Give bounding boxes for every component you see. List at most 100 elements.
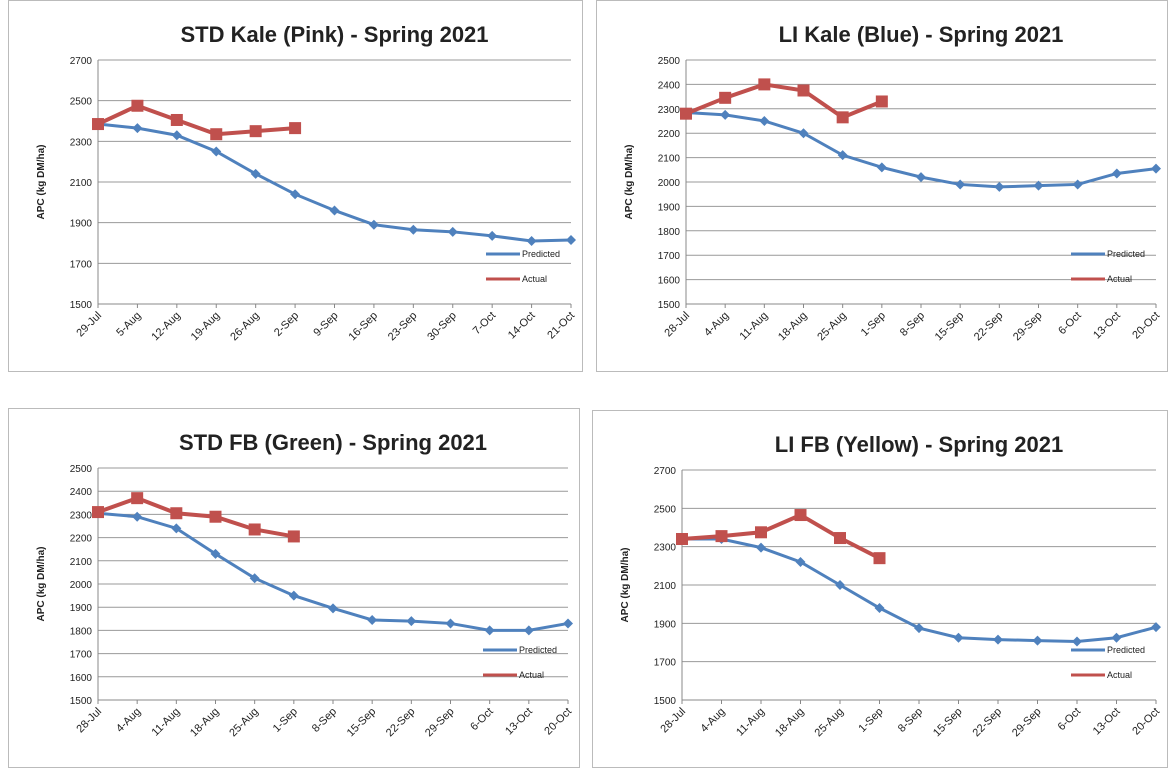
point-marker: [289, 122, 302, 135]
point-marker: [715, 530, 728, 543]
point-marker: [210, 128, 223, 141]
legend-label: Actual: [519, 670, 544, 680]
y-tick-label: 1500: [70, 300, 93, 311]
point-marker: [834, 532, 846, 545]
y-tick-label: 1600: [658, 276, 681, 287]
point-marker: [680, 107, 692, 120]
point-marker: [406, 616, 417, 627]
point-marker: [836, 111, 849, 124]
y-tick-label: 1900: [70, 219, 93, 230]
point-marker: [874, 603, 885, 613]
point-marker: [719, 91, 732, 104]
point-marker: [171, 523, 182, 534]
point-marker: [1151, 163, 1161, 174]
legend-label: Predicted: [1107, 249, 1145, 259]
point-marker: [131, 99, 144, 112]
point-marker: [916, 172, 926, 183]
y-tick-label: 1700: [70, 259, 93, 270]
point-marker: [876, 162, 887, 173]
point-marker: [248, 523, 261, 536]
y-tick-label: 2300: [70, 137, 93, 148]
point-marker: [756, 542, 766, 553]
y-tick-label: 2000: [658, 178, 681, 189]
y-tick-label: 2400: [658, 80, 681, 91]
chart-panel: STD Kale (Pink) - Spring 2021 APC (kg DM/…: [8, 0, 583, 372]
point-marker: [1033, 180, 1044, 191]
point-marker: [132, 511, 143, 522]
legend-label: Actual: [1107, 274, 1132, 284]
chart-title: LI Kale (Blue) - Spring 2021: [779, 22, 1064, 47]
point-marker: [526, 235, 537, 246]
y-tick-label: 2300: [654, 543, 677, 554]
point-marker: [131, 492, 144, 505]
y-axis-label: APC (kg DM/ha): [36, 547, 47, 622]
series-line: [97, 103, 296, 137]
point-marker: [523, 625, 534, 636]
point-marker: [914, 623, 924, 634]
point-marker: [563, 618, 573, 629]
point-marker: [249, 573, 260, 584]
chart-panel: STD FB (Green) - Spring 2021 APC (kg DM/h…: [8, 408, 580, 768]
point-marker: [445, 618, 456, 629]
y-tick-label: 2400: [70, 487, 93, 498]
chart-panel: LI FB (Yellow) - Spring 2021 APC (kg DM/h…: [592, 410, 1168, 768]
point-marker: [290, 189, 301, 200]
y-tick-label: 2300: [70, 510, 93, 521]
legend-label: Predicted: [519, 645, 557, 655]
point-marker: [171, 130, 182, 141]
point-marker: [953, 632, 964, 643]
y-tick-label: 1800: [70, 626, 93, 637]
y-tick-label: 2500: [70, 97, 93, 108]
point-marker: [1072, 636, 1082, 647]
point-marker: [249, 125, 262, 138]
point-marker: [758, 78, 771, 91]
point-marker: [288, 590, 299, 601]
legend-label: Actual: [1107, 670, 1132, 680]
point-marker: [795, 557, 806, 567]
y-tick-label: 2000: [70, 580, 93, 591]
y-axis-label: APC (kg DM/ha): [624, 145, 635, 220]
chart-title: STD Kale (Pink) - Spring 2021: [180, 22, 488, 47]
y-tick-label: 2100: [70, 178, 93, 189]
y-tick-label: 2500: [70, 464, 93, 475]
point-marker: [1111, 632, 1122, 643]
y-tick-label: 1700: [654, 658, 677, 669]
point-marker: [1151, 622, 1161, 633]
y-axis-label: APC (kg DM/ha): [620, 548, 631, 623]
point-marker: [993, 634, 1003, 645]
y-tick-label: 2500: [654, 504, 677, 515]
y-tick-label: 1900: [70, 603, 93, 614]
point-marker: [132, 123, 143, 134]
point-marker: [837, 150, 848, 161]
point-marker: [209, 510, 222, 523]
y-axis-label: APC (kg DM/ha): [36, 145, 47, 220]
y-tick-label: 1500: [658, 300, 681, 311]
y-tick-label: 2700: [654, 466, 677, 477]
point-marker: [329, 205, 340, 216]
point-marker: [367, 614, 378, 625]
point-marker: [759, 116, 770, 126]
y-tick-label: 2100: [654, 581, 677, 592]
point-marker: [328, 603, 338, 614]
point-marker: [566, 234, 576, 245]
chart-panel: LI Kale (Blue) - Spring 2021 APC (kg DM/h…: [596, 0, 1168, 372]
y-tick-label: 1900: [654, 619, 677, 630]
y-tick-label: 1800: [658, 227, 681, 238]
point-marker: [368, 219, 379, 230]
point-marker: [797, 84, 810, 97]
y-tick-label: 2300: [658, 105, 681, 116]
point-marker: [875, 95, 888, 108]
series-line: [681, 512, 881, 560]
point-marker: [211, 146, 222, 157]
legend-label: Predicted: [1107, 645, 1145, 655]
point-marker: [447, 226, 458, 237]
y-tick-label: 1700: [658, 251, 681, 262]
point-marker: [676, 533, 688, 545]
point-marker: [92, 506, 104, 519]
y-tick-label: 1700: [70, 650, 93, 661]
y-tick-label: 2500: [658, 56, 681, 67]
point-marker: [955, 179, 966, 190]
point-marker: [720, 109, 731, 120]
point-marker: [250, 168, 261, 179]
